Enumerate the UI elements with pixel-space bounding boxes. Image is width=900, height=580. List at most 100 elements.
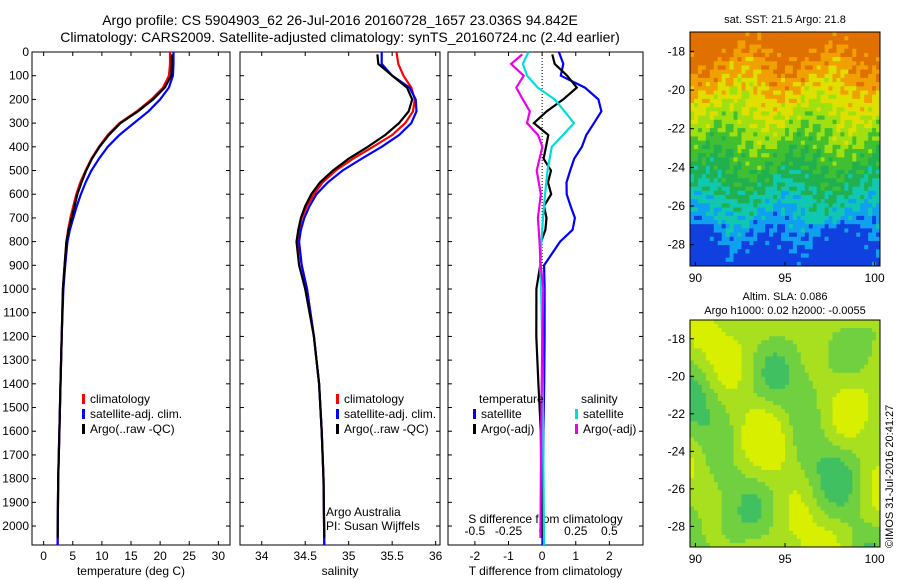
sst_map-cell	[773, 261, 778, 266]
sla_map-cell	[725, 380, 731, 386]
sst_map-cell	[749, 82, 754, 87]
sla_map-cell	[781, 437, 786, 443]
sst_map-cell	[701, 199, 707, 204]
sla_map-cell	[733, 405, 739, 410]
sst_map-cell	[721, 103, 727, 108]
sla_map-cell	[757, 482, 762, 487]
sst_map-cell	[808, 182, 814, 188]
sst_map-cell	[844, 77, 849, 83]
sst_map-cell	[808, 211, 814, 217]
sla_map-cell	[785, 425, 790, 431]
sst_map-cell	[761, 82, 766, 87]
sst_map-cell	[777, 249, 782, 255]
sst_map-cell	[856, 32, 861, 37]
sla_map-cell	[836, 413, 842, 418]
sla_map-cell	[725, 437, 731, 443]
sst_map-cell	[848, 220, 853, 225]
sst_map-cell	[761, 253, 766, 259]
sla_map-cell	[864, 421, 869, 426]
sla_map-cell	[777, 449, 782, 455]
sst_map-cell	[872, 77, 877, 83]
sla_map-cell	[804, 437, 810, 443]
sst_map-cell	[808, 224, 814, 229]
sst_map-cell	[761, 132, 766, 138]
sla_map-cell	[765, 340, 770, 345]
sla_map-cell	[701, 401, 707, 406]
sla_map-cell	[868, 328, 873, 333]
sla_map-cell	[757, 336, 762, 341]
sst_map-cell	[717, 98, 723, 104]
sst_map-cell	[777, 98, 782, 104]
sst_map-cell	[697, 132, 703, 138]
sst_map-cell	[737, 61, 743, 67]
sla_map-cell	[769, 388, 774, 394]
sst_map-cell	[852, 136, 857, 142]
sla_map-cell	[693, 425, 699, 431]
sst_map-cell	[828, 44, 834, 50]
sst_map-cell	[733, 190, 739, 196]
sst_map-cell	[856, 128, 861, 133]
sst_map-cell	[788, 182, 794, 188]
sst_map-cell	[832, 86, 838, 92]
sst_map-cell	[808, 174, 814, 179]
sla_map-cell	[868, 392, 873, 398]
sla_map-cell	[781, 461, 786, 467]
sst_map-cell	[840, 115, 845, 121]
temperature-xtick-label: 15	[124, 549, 138, 563]
sst_map-cell	[844, 203, 849, 209]
sla_map-cell	[800, 324, 806, 329]
sla_map-cell	[777, 441, 782, 447]
sst_map-cell	[737, 115, 743, 121]
sst_map-cell	[852, 153, 857, 158]
sla_map-cell	[705, 405, 711, 410]
sla_map-cell	[840, 482, 845, 487]
sst_map-cell	[757, 73, 762, 79]
sla_map-cell	[737, 401, 743, 406]
sla_map-cell	[836, 372, 842, 378]
sla_map-cell	[828, 413, 834, 418]
sla_map-cell	[832, 384, 838, 390]
sst_map-cell	[749, 136, 754, 142]
sla_map-cell	[836, 409, 842, 414]
sst_map-cell	[804, 165, 810, 171]
sst_map-cell	[812, 107, 818, 112]
sla_map-cell	[785, 433, 790, 439]
sst_map-cell	[697, 94, 703, 100]
sst_map-cell	[820, 115, 826, 121]
sst_map-cell	[753, 199, 758, 204]
sst_map-cell	[705, 169, 711, 175]
sst_map-cell	[824, 253, 830, 259]
sst_map-cell	[832, 90, 838, 96]
sst_map-cell	[781, 215, 786, 221]
sst_map-cell	[812, 165, 818, 171]
sst_map-cell	[816, 194, 822, 200]
sst_map-cell	[729, 199, 735, 204]
sla_map-cell	[856, 433, 861, 439]
sla_map-cell	[844, 437, 849, 443]
sst_map-cell	[773, 77, 778, 83]
sst_map-cell	[713, 203, 719, 209]
sla_map-cell	[733, 372, 739, 378]
sla_map-cell	[808, 384, 814, 390]
sst_map-cell	[816, 52, 822, 58]
sst_map-cell	[808, 119, 814, 125]
sst_map-cell	[693, 94, 699, 100]
sla_map-cell	[773, 352, 778, 358]
sst_map-cell	[864, 203, 869, 209]
sst_map-cell	[725, 220, 731, 225]
sla_map-cell	[848, 413, 853, 418]
sst_map-cell	[733, 220, 739, 225]
sst_map-cell	[785, 98, 790, 104]
sst_map-cell	[749, 186, 754, 192]
sla_map-cell	[693, 465, 699, 471]
sst_map-cell	[701, 115, 707, 121]
sla_map-cell	[808, 425, 814, 431]
sst_map-cell	[765, 228, 770, 234]
sla_map-cell	[868, 352, 873, 358]
sst_map-cell	[856, 194, 861, 200]
sst_map-cell	[693, 140, 699, 146]
sla_map-cell	[709, 413, 715, 418]
sst_map-cell	[844, 98, 849, 104]
figure-title-line1: Argo profile: CS 5904903_62 26-Jul-2016 …	[102, 12, 578, 28]
sla_map-cell	[729, 352, 735, 358]
